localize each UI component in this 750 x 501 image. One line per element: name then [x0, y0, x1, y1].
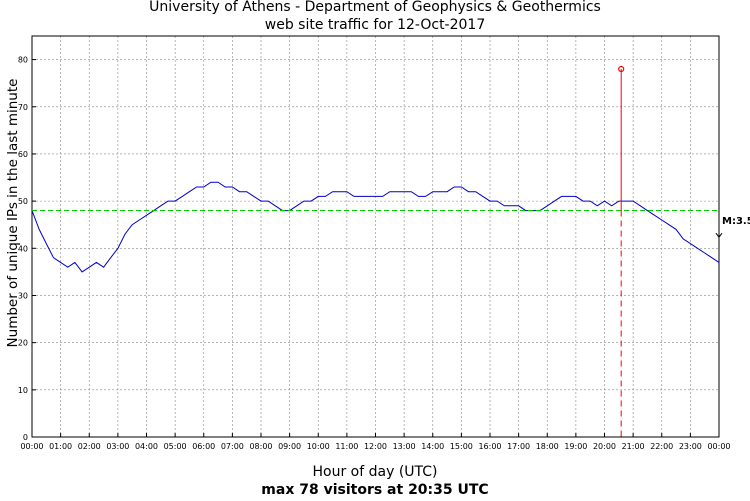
x-tick-label: 15:00: [450, 442, 473, 451]
x-tick-label: 06:00: [192, 442, 215, 451]
annotations: M:3.5: [32, 65, 750, 437]
marker-label: M:3.5: [722, 216, 750, 227]
x-tick-label: 18:00: [536, 442, 559, 451]
x-tick-label: 03:00: [106, 442, 129, 451]
x-tick-label: 12:00: [364, 442, 387, 451]
y-tick-label: 60: [18, 150, 28, 159]
peak-summary: max 78 visitors at 20:35 UTC: [261, 482, 489, 498]
x-tick-label: 23:00: [679, 442, 702, 451]
x-tick-label: 05:00: [164, 442, 187, 451]
x-tick-label: 01:00: [49, 442, 72, 451]
axes: 0 10 20 30 40 50 60 70 80 00:00 01:00 02:00 03:00 04:…: [18, 35, 731, 451]
x-tick-label: 13:00: [393, 442, 416, 451]
marker-arrow-head: [715, 232, 723, 238]
x-tick-label: 17:00: [507, 442, 530, 451]
x-tick-label: 00:00: [707, 442, 730, 451]
y-tick-label: 30: [18, 291, 28, 300]
x-tick-label: 00:00: [20, 442, 43, 451]
traffic-series-line: [31, 181, 720, 273]
x-tick-label: 10:00: [307, 442, 330, 451]
chart-subtitle: web site traffic for 12-Oct-2017: [264, 17, 486, 33]
x-tick-label: 14:00: [421, 442, 444, 451]
x-tick-label: 19:00: [564, 442, 587, 451]
series-layer: [31, 181, 720, 273]
x-axis-label: Hour of day (UTC): [312, 464, 438, 480]
y-tick-label: 0: [23, 433, 28, 442]
x-tick-label: 16:00: [478, 442, 501, 451]
y-axis-label: Number of unique IPs in the last minute: [5, 78, 21, 348]
x-tick-label: 11:00: [335, 442, 358, 451]
grid: [32, 36, 719, 437]
x-tick-label: 22:00: [650, 442, 673, 451]
x-tick-label: 07:00: [221, 442, 244, 451]
y-tick-label: 40: [18, 244, 28, 253]
peak-marker: [618, 65, 625, 73]
x-tick-label: 09:00: [278, 442, 301, 451]
y-tick-label: 20: [18, 339, 28, 348]
y-tick-label: 80: [18, 56, 28, 65]
x-tick-label: 02:00: [78, 442, 101, 451]
x-tick-label: 04:00: [135, 442, 158, 451]
x-tick-label: 21:00: [622, 442, 645, 451]
chart-title: University of Athens - Department of Geo…: [149, 0, 601, 15]
y-tick-label: 50: [18, 197, 28, 206]
y-tick-label: 10: [18, 386, 28, 395]
y-tick-label: 70: [18, 103, 28, 112]
x-tick-label: 20:00: [593, 442, 616, 451]
x-tick-label: 08:00: [249, 442, 272, 451]
